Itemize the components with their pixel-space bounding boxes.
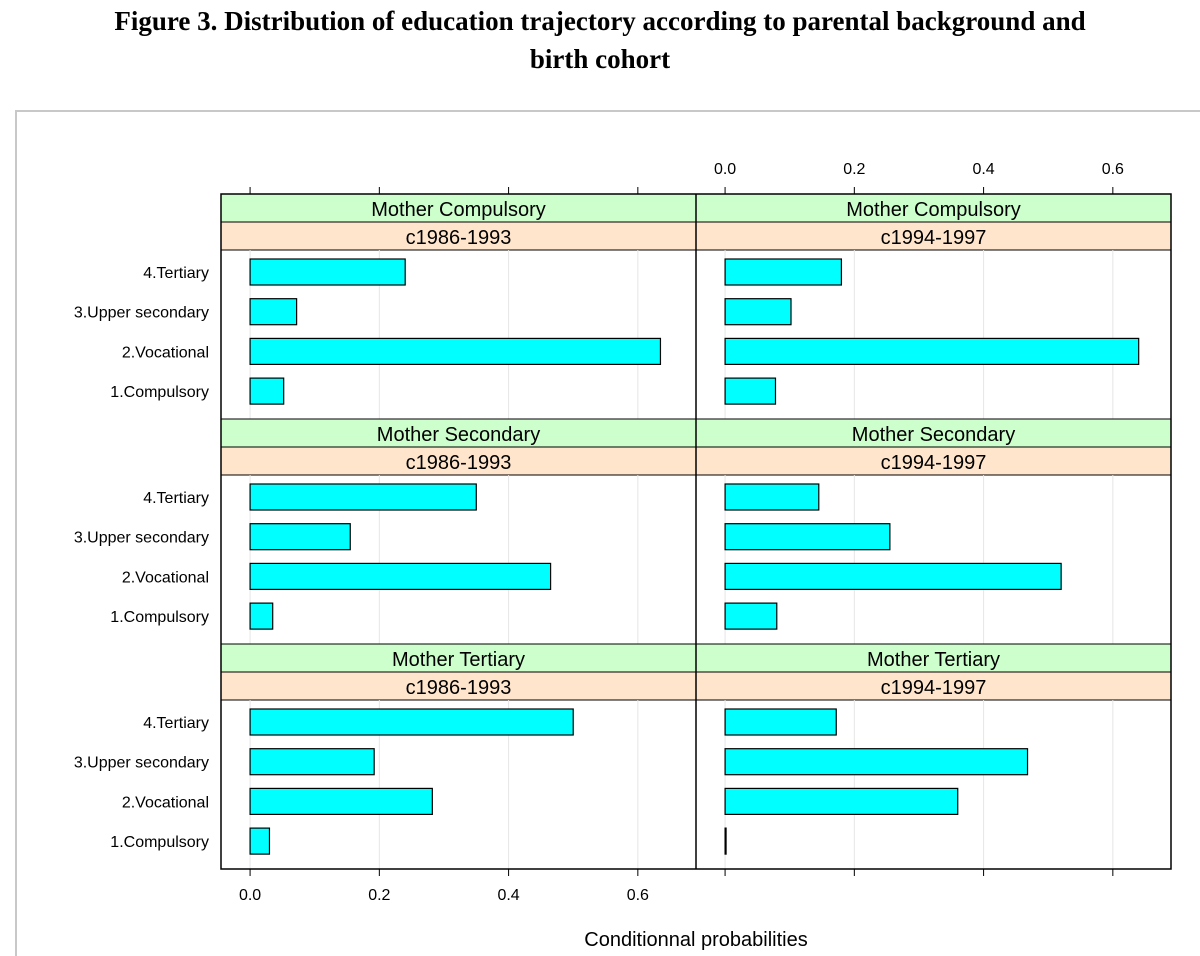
- bar: [249, 562, 552, 590]
- strip-bottom-label: c1994-1997: [881, 452, 987, 474]
- bar: [724, 483, 820, 511]
- category-label: 4.Tertiary: [143, 265, 209, 282]
- strip-top-label: Mother Tertiary: [867, 649, 1000, 671]
- category-label: 2.Vocational: [122, 569, 209, 586]
- strip-bottom-bg: [220, 221, 697, 251]
- strip-bottom-label: c1986-1993: [406, 227, 512, 249]
- tick-label-bottom: 0.6: [627, 887, 649, 904]
- strip-top-bg: [220, 643, 697, 673]
- strip-bottom-bg: [695, 671, 1172, 701]
- category-label: 1.Compulsory: [110, 834, 209, 851]
- strip-bottom-label: c1994-1997: [881, 227, 987, 249]
- tick-label-top: 0.6: [1102, 161, 1124, 178]
- strip-bottom-bg: [220, 446, 697, 476]
- tick-label-top: 0.4: [972, 161, 994, 178]
- strip-bottom-label: c1986-1993: [406, 452, 512, 474]
- bar: [249, 298, 298, 326]
- strip-top-bg: [220, 193, 697, 223]
- bar: [724, 562, 1062, 590]
- bar: [724, 708, 837, 736]
- strip-top-bg: [695, 643, 1172, 673]
- category-label: 2.Vocational: [122, 344, 209, 361]
- bar: [724, 602, 778, 630]
- bar: [249, 827, 271, 855]
- bar: [249, 258, 406, 286]
- tick-label-bottom: 0.0: [239, 887, 261, 904]
- strip-top-label: Mother Compulsory: [371, 199, 546, 221]
- strip-top-label: Mother Tertiary: [392, 649, 525, 671]
- category-label: 3.Upper secondary: [74, 305, 209, 322]
- figure-title: Figure 3. Distribution of education traj…: [0, 2, 1200, 78]
- bar: [249, 523, 351, 551]
- bar: [249, 748, 375, 776]
- strip-top-label: Mother Secondary: [377, 424, 540, 446]
- category-label: 1.Compulsory: [110, 609, 209, 626]
- bar: [724, 827, 727, 855]
- bar: [249, 483, 477, 511]
- bar: [724, 298, 792, 326]
- bar: [724, 787, 959, 816]
- category-label: 2.Vocational: [122, 794, 209, 811]
- bar: [724, 377, 777, 405]
- bar: [724, 523, 891, 551]
- strip-top-bg: [695, 418, 1172, 448]
- strip-bottom-label: c1986-1993: [406, 677, 512, 699]
- bar: [249, 337, 662, 365]
- tick-label-bottom: 0.2: [368, 887, 390, 904]
- strip-bottom-label: c1994-1997: [881, 677, 987, 699]
- strip-top-label: Mother Compulsory: [846, 199, 1021, 221]
- category-label: 3.Upper secondary: [74, 755, 209, 772]
- bar: [249, 708, 574, 736]
- figure-title-line1: Figure 3. Distribution of education traj…: [114, 6, 1086, 36]
- bar: [724, 748, 1029, 776]
- tick-label-top: 0.2: [843, 161, 865, 178]
- bar-chart: Mother Compulsory c1986-1993 4.Tertiary 3.U…: [74, 161, 1172, 951]
- category-label: 3.Upper secondary: [74, 530, 209, 547]
- category-label: 1.Compulsory: [110, 384, 209, 401]
- strip-bottom-bg: [220, 671, 697, 701]
- bar: [249, 602, 274, 630]
- figure-title-line2: birth cohort: [529, 44, 671, 74]
- tick-label-top: 0.0: [714, 161, 736, 178]
- bar: [724, 258, 843, 286]
- category-label: 4.Tertiary: [143, 715, 209, 732]
- category-label: 4.Tertiary: [143, 490, 209, 507]
- chart-frame: Mother Compulsory c1986-1993 4.Tertiary 3.U…: [15, 110, 1200, 956]
- strip-top-label: Mother Secondary: [852, 424, 1015, 446]
- tick-label-bottom: 0.4: [497, 887, 519, 904]
- bar: [724, 337, 1140, 365]
- x-axis-label: Conditionnal probabilities: [584, 929, 807, 951]
- bar: [249, 787, 433, 816]
- bar: [249, 377, 285, 405]
